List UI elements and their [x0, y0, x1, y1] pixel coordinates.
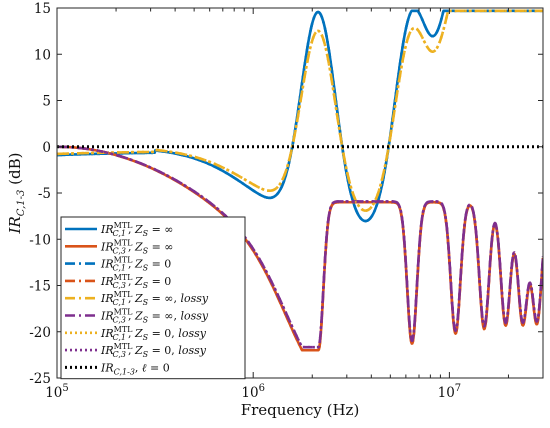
- legend-entry: IRMTL C,1, ZS = 0, lossy: [65, 325, 207, 342]
- legend-entry: IRMTL C,3, ZS = ∞: [65, 238, 173, 255]
- x-axis-title: Frequency (Hz): [241, 401, 360, 419]
- y-axis-title: IRC,1-3 (dB): [6, 153, 27, 235]
- legend-label: IRMTL C,1, ZS = ∞: [100, 221, 173, 238]
- legend-entry: IRMTL C,3, ZS = 0: [65, 273, 171, 290]
- x-tick-label: 107: [438, 383, 462, 401]
- legend-label: IRMTL C,3, ZS = ∞, lossy: [100, 308, 209, 325]
- series-layer: [57, 9, 543, 352]
- legend-label: IRMTL C,1, ZS = 0: [100, 256, 171, 273]
- y-tick-label: -15: [29, 279, 51, 295]
- legend-label: IRMTL C,3, ZS = 0: [100, 273, 171, 290]
- legend-entry: IRMTL C,1, ZS = ∞, lossy: [65, 290, 209, 307]
- y-tick-label: 5: [42, 94, 51, 110]
- legend-entry: IRMTL C,1, ZS = 0: [65, 256, 171, 273]
- series-line-8: [57, 145, 543, 349]
- y-axis-title-sub: C,1-3: [16, 190, 27, 217]
- y-tick-label: -5: [38, 186, 51, 202]
- y-tick-label: 0: [42, 140, 51, 156]
- legend-entry: IRC,1-3, ℓ = 0: [65, 361, 170, 376]
- y-tick-label: 10: [34, 47, 51, 63]
- legend-entry: IRMTL C,3, ZS = 0, lossy: [65, 342, 207, 359]
- legend-label: IRMTL C,1, ZS = 0, lossy: [100, 325, 207, 342]
- legend-label: IRC,1-3, ℓ = 0: [100, 361, 170, 376]
- legend-label: IRMTL C,3, ZS = ∞: [100, 238, 173, 255]
- legend-label: IRMTL C,1, ZS = ∞, lossy: [100, 290, 209, 307]
- y-tick-label: 15: [34, 1, 51, 17]
- legend-label: IRMTL C,3, ZS = 0, lossy: [100, 342, 207, 359]
- x-tick-label: 105: [45, 383, 69, 401]
- y-tick-label: -20: [29, 325, 51, 341]
- y-axis-title-unit: (dB): [6, 153, 24, 190]
- y-tick-label: -25: [29, 371, 51, 387]
- legend: IRMTL C,1, ZS = ∞IRMTL C,3, ZS = ∞IRMTL C,1…: [60, 216, 246, 380]
- y-tick-label: -10: [29, 232, 51, 248]
- series-line-7: [57, 9, 543, 212]
- legend-entry: IRMTL C,3, ZS = ∞, lossy: [65, 308, 209, 325]
- axis-label-layer: Frequency (Hz) IRC,1-3 (dB): [6, 153, 359, 419]
- legend-entry: IRMTL C,1, ZS = ∞: [65, 221, 173, 238]
- x-tick-label: 106: [241, 383, 265, 401]
- y-axis-title-main: IR: [6, 216, 24, 234]
